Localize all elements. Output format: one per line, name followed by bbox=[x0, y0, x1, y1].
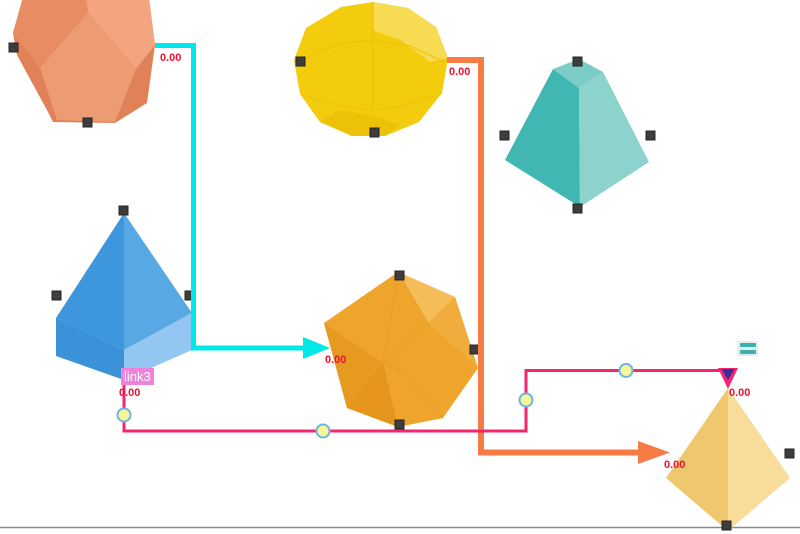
link-2-path[interactable] bbox=[447, 57, 640, 456]
frustum-face-top bbox=[553, 59, 603, 88]
selection-handle[interactable] bbox=[721, 520, 732, 531]
node-pyramid-blue[interactable] bbox=[56, 213, 192, 380]
pyramid-blue-base-left bbox=[56, 318, 124, 380]
icosahedron-facet-bottom bbox=[347, 363, 398, 427]
selection-handle[interactable] bbox=[394, 419, 405, 430]
link-2-target-weight: 0.00 bbox=[664, 459, 686, 471]
link-2-arrowhead bbox=[638, 441, 670, 464]
link-1[interactable] bbox=[155, 43, 330, 360]
icosahedron-facet-right bbox=[428, 297, 478, 368]
link-1-path[interactable] bbox=[155, 43, 306, 351]
link-1-arrowhead bbox=[303, 337, 330, 359]
selection-handle[interactable] bbox=[82, 117, 93, 128]
link-3-source-weight: 0.00 bbox=[119, 387, 141, 399]
link-3-arrowhead-inner bbox=[721, 369, 735, 380]
link-waypoint[interactable] bbox=[518, 392, 534, 408]
link-3-label-badge[interactable]: link3 bbox=[121, 368, 154, 385]
selection-handle[interactable] bbox=[295, 56, 306, 67]
pyramid-blue-base-right bbox=[124, 313, 192, 380]
node-icosahedron[interactable] bbox=[324, 271, 478, 427]
sphere-highlight bbox=[373, 2, 448, 62]
link-2-source-weight: 0.00 bbox=[449, 66, 471, 78]
dodecahedron-face-front bbox=[40, 12, 136, 122]
selection-handle[interactable] bbox=[118, 205, 129, 216]
icosahedron-facet-edge bbox=[382, 362, 444, 419]
link-1-target-weight: 0.00 bbox=[325, 354, 347, 366]
link-2[interactable] bbox=[447, 57, 670, 464]
frustum-face-right bbox=[579, 72, 649, 207]
dodecahedron-face-left bbox=[13, 0, 88, 68]
equals-icon[interactable] bbox=[737, 341, 758, 356]
selection-handle[interactable] bbox=[499, 130, 510, 141]
link-3-target-weight: 0.00 bbox=[729, 387, 751, 399]
selection-handle[interactable] bbox=[645, 130, 656, 141]
node-dodecahedron[interactable] bbox=[13, 0, 155, 123]
node-frustum[interactable] bbox=[505, 59, 649, 207]
link-waypoint[interactable] bbox=[315, 423, 331, 439]
pyramid-gold-face-right bbox=[728, 388, 790, 531]
sphere-facet-edge bbox=[299, 39, 445, 63]
frustum-face-left bbox=[505, 69, 580, 207]
link-1-source-weight: 0.00 bbox=[160, 52, 182, 64]
icosahedron-facet-edge bbox=[382, 271, 429, 365]
selection-handle[interactable] bbox=[784, 448, 795, 459]
pyramid-gold-face-left bbox=[666, 388, 728, 531]
sphere-shadow bbox=[320, 110, 400, 136]
dodecahedron-face-right bbox=[86, 0, 155, 69]
pyramid-blue-face-right bbox=[124, 213, 192, 350]
selection-handle[interactable] bbox=[394, 270, 405, 281]
selection-handle[interactable] bbox=[8, 42, 19, 53]
selection-handle[interactable] bbox=[572, 56, 583, 67]
node-sphere[interactable] bbox=[294, 2, 448, 136]
sphere-facet-edge bbox=[300, 93, 442, 111]
link-3[interactable] bbox=[116, 363, 739, 439]
selection-handle[interactable] bbox=[469, 344, 480, 355]
link-waypoint[interactable] bbox=[116, 407, 132, 423]
selection-handle[interactable] bbox=[369, 127, 380, 138]
pyramid-blue-face-left bbox=[56, 213, 124, 350]
icosahedron-facet-dark bbox=[324, 323, 383, 408]
link-waypoint[interactable] bbox=[618, 363, 634, 378]
icosahedron-facet-light bbox=[398, 272, 455, 323]
selection-handle[interactable] bbox=[51, 290, 62, 301]
selection-handle[interactable] bbox=[572, 203, 583, 214]
node-pyramid-gold[interactable] bbox=[666, 388, 790, 531]
selection-handles bbox=[8, 42, 795, 531]
